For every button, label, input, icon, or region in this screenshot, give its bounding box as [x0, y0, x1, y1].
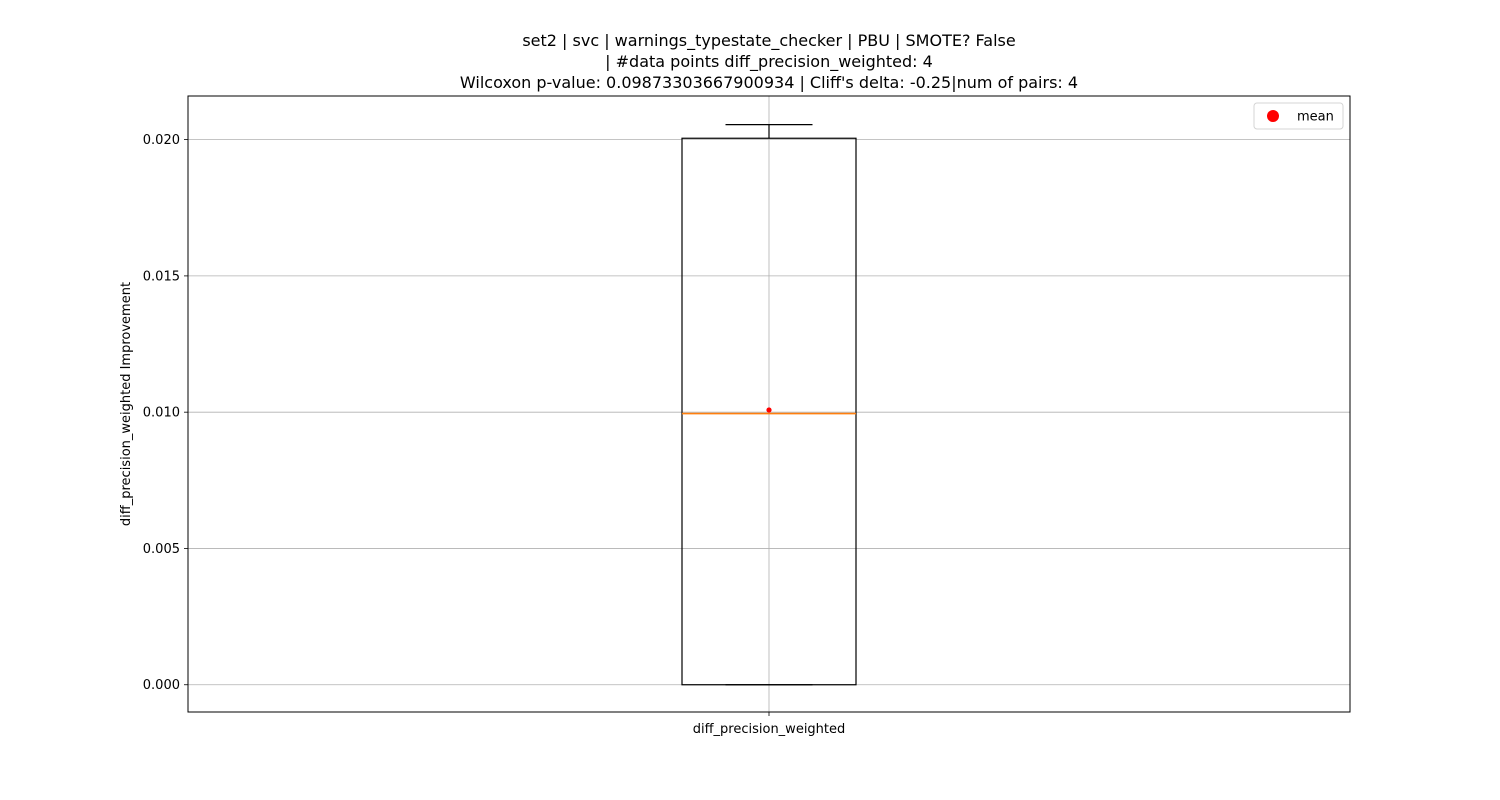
y-tick-label: 0.020 — [143, 133, 180, 148]
chart-title: set2 | svc | warnings_typestate_checker … — [460, 31, 1078, 92]
mean-marker — [766, 407, 772, 413]
grid-layer — [188, 96, 1350, 712]
legend-marker-mean — [1267, 110, 1279, 122]
legend: mean — [1253, 102, 1344, 130]
y-tick-label: 0.000 — [143, 678, 180, 693]
box-layer — [681, 124, 857, 686]
x-tick-label: diff_precision_weighted — [693, 722, 846, 737]
legend-label-mean: mean — [1297, 110, 1334, 125]
y-axis-label: diff_precision_weighted Improvement — [119, 282, 134, 526]
plot-frame — [187, 95, 1351, 713]
box-diff_precision_weighted — [681, 124, 857, 686]
y-tick-label: 0.015 — [143, 269, 180, 284]
legend-box — [1253, 102, 1344, 130]
title-line-2: | #data points diff_precision_weighted: … — [605, 52, 933, 72]
y-tick-label: 0.010 — [143, 406, 180, 421]
title-line-3: Wilcoxon p-value: 0.09873303667900934 | … — [460, 73, 1078, 92]
axes-layer: 0.000 0.005 0.010 0.015 0.020 diff_precision_… — [143, 95, 1351, 737]
title-line-1: set2 | svc | warnings_typestate_checker … — [522, 31, 1015, 51]
y-tick-label: 0.005 — [143, 542, 180, 557]
